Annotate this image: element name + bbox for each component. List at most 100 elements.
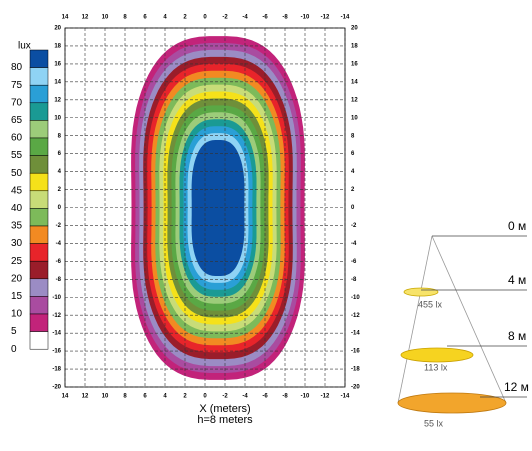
- legend-swatch: [29, 296, 49, 315]
- y-tick-label: -10: [351, 295, 360, 301]
- legend-title: lux: [18, 41, 31, 52]
- x-tick-label: -10: [301, 15, 310, 21]
- x-tick-label: -4: [242, 394, 248, 400]
- y-tick-label: 18: [54, 44, 61, 50]
- note: h=8 meters: [197, 414, 253, 426]
- x-tick-label: -6: [262, 15, 268, 21]
- distance-label: 8 м: [508, 329, 526, 343]
- x-tick-label: 6: [143, 15, 147, 21]
- y-tick-label: 10: [351, 115, 358, 121]
- x-tick-label: -14: [341, 15, 350, 21]
- y-tick-label: 12: [54, 97, 61, 103]
- legend-swatch: [29, 172, 49, 192]
- y-tick-label: 18: [351, 44, 358, 50]
- y-tick-label: -4: [56, 241, 62, 247]
- y-tick-label: -16: [351, 349, 360, 355]
- legend-label: 45: [11, 185, 23, 196]
- y-tick-label: -16: [52, 349, 61, 355]
- x-tick-label: 0: [203, 394, 207, 400]
- y-tick-label: 12: [351, 97, 358, 103]
- distance-label: 4 м: [508, 273, 526, 287]
- plot-frame: [64, 27, 346, 388]
- cone: [397, 235, 507, 414]
- legend-label: 20: [11, 273, 23, 284]
- x-tick-label: 12: [82, 394, 89, 400]
- x-tick-label: 8: [123, 394, 127, 400]
- x-tick-label: 4: [163, 15, 167, 21]
- y-tick-label: 20: [54, 26, 61, 32]
- legend-label: 30: [11, 238, 23, 249]
- legend-label: 40: [11, 203, 23, 214]
- y-tick-label: -2: [351, 223, 357, 229]
- x-tick-label: 14: [62, 394, 69, 400]
- y-tick-label: -12: [52, 313, 61, 319]
- y-tick-label: 2: [58, 187, 62, 193]
- legend-swatch: [29, 102, 49, 121]
- legend-swatch: [29, 225, 49, 244]
- legend-label: 70: [11, 97, 23, 108]
- x-tick-label: -8: [282, 394, 288, 400]
- y-tick-label: -6: [56, 259, 62, 265]
- legend-swatch: [29, 120, 49, 139]
- x-tick-label: 4: [163, 394, 167, 400]
- x-tick-label: -12: [321, 394, 330, 400]
- x-axis-label: X (meters): [199, 403, 250, 415]
- legend-swatch: [29, 208, 49, 227]
- y-tick-label: -20: [52, 385, 61, 391]
- lux-label: 55 lx: [424, 418, 444, 428]
- x-tick-label: -6: [262, 394, 268, 400]
- y-tick-label: 0: [58, 205, 62, 211]
- y-tick-label: 4: [58, 169, 62, 175]
- y-tick-label: -14: [52, 331, 61, 337]
- y-tick-label: -8: [351, 277, 357, 283]
- x-tick-label: -12: [321, 15, 330, 21]
- legend-swatch: [29, 331, 49, 350]
- legend-swatch: [29, 313, 49, 332]
- x-tick-label: -14: [341, 394, 350, 400]
- x-tick-label: -2: [222, 15, 228, 21]
- y-tick-label: 16: [54, 61, 61, 67]
- legend-swatch: [29, 84, 49, 104]
- y-tick-label: 8: [351, 133, 355, 139]
- x-tick-label: -4: [242, 15, 248, 21]
- y-tick-label: 14: [351, 79, 358, 85]
- legend-label: 10: [11, 309, 23, 320]
- y-tick-label: 6: [58, 151, 62, 157]
- legend-label: 50: [11, 168, 23, 179]
- distance-label: 0 м: [508, 219, 526, 233]
- y-tick-label: -18: [52, 367, 61, 373]
- y-tick-label: -12: [351, 313, 360, 319]
- lux-label: 113 lx: [424, 362, 448, 372]
- legend-label: 80: [11, 62, 23, 73]
- legend-swatch: [29, 260, 49, 280]
- legend-swatch: [29, 67, 49, 86]
- y-tick-label: 4: [351, 169, 355, 175]
- y-tick-label: 10: [54, 115, 61, 121]
- y-tick-label: -18: [351, 367, 360, 373]
- y-tick-label: 6: [351, 151, 355, 157]
- x-tick-label: 2: [183, 15, 187, 21]
- x-tick-label: 6: [143, 394, 147, 400]
- y-tick-label: 0: [351, 205, 355, 211]
- y-tick-label: 16: [351, 61, 358, 67]
- legend-label: 75: [11, 80, 23, 91]
- legend-label: 0: [11, 344, 17, 355]
- y-tick-label: 14: [54, 79, 61, 85]
- lux-label: 455 lx: [418, 299, 443, 309]
- x-tick-label: -2: [222, 394, 228, 400]
- x-tick-label: 10: [102, 394, 109, 400]
- x-tick-label: 12: [82, 15, 89, 21]
- legend-swatch: [29, 190, 49, 209]
- y-tick-label: 8: [58, 133, 62, 139]
- y-tick-label: 20: [351, 26, 358, 32]
- x-tick-label: -10: [301, 394, 310, 400]
- x-tick-label: -8: [282, 15, 288, 21]
- legend-swatch: [29, 137, 49, 156]
- x-tick-label: 8: [123, 15, 127, 21]
- y-tick-label: -6: [351, 259, 357, 265]
- x-tick-label: 0: [203, 15, 207, 21]
- legend-swatch: [29, 278, 49, 297]
- legend-swatch: [29, 243, 49, 262]
- legend-label: 5: [11, 326, 17, 337]
